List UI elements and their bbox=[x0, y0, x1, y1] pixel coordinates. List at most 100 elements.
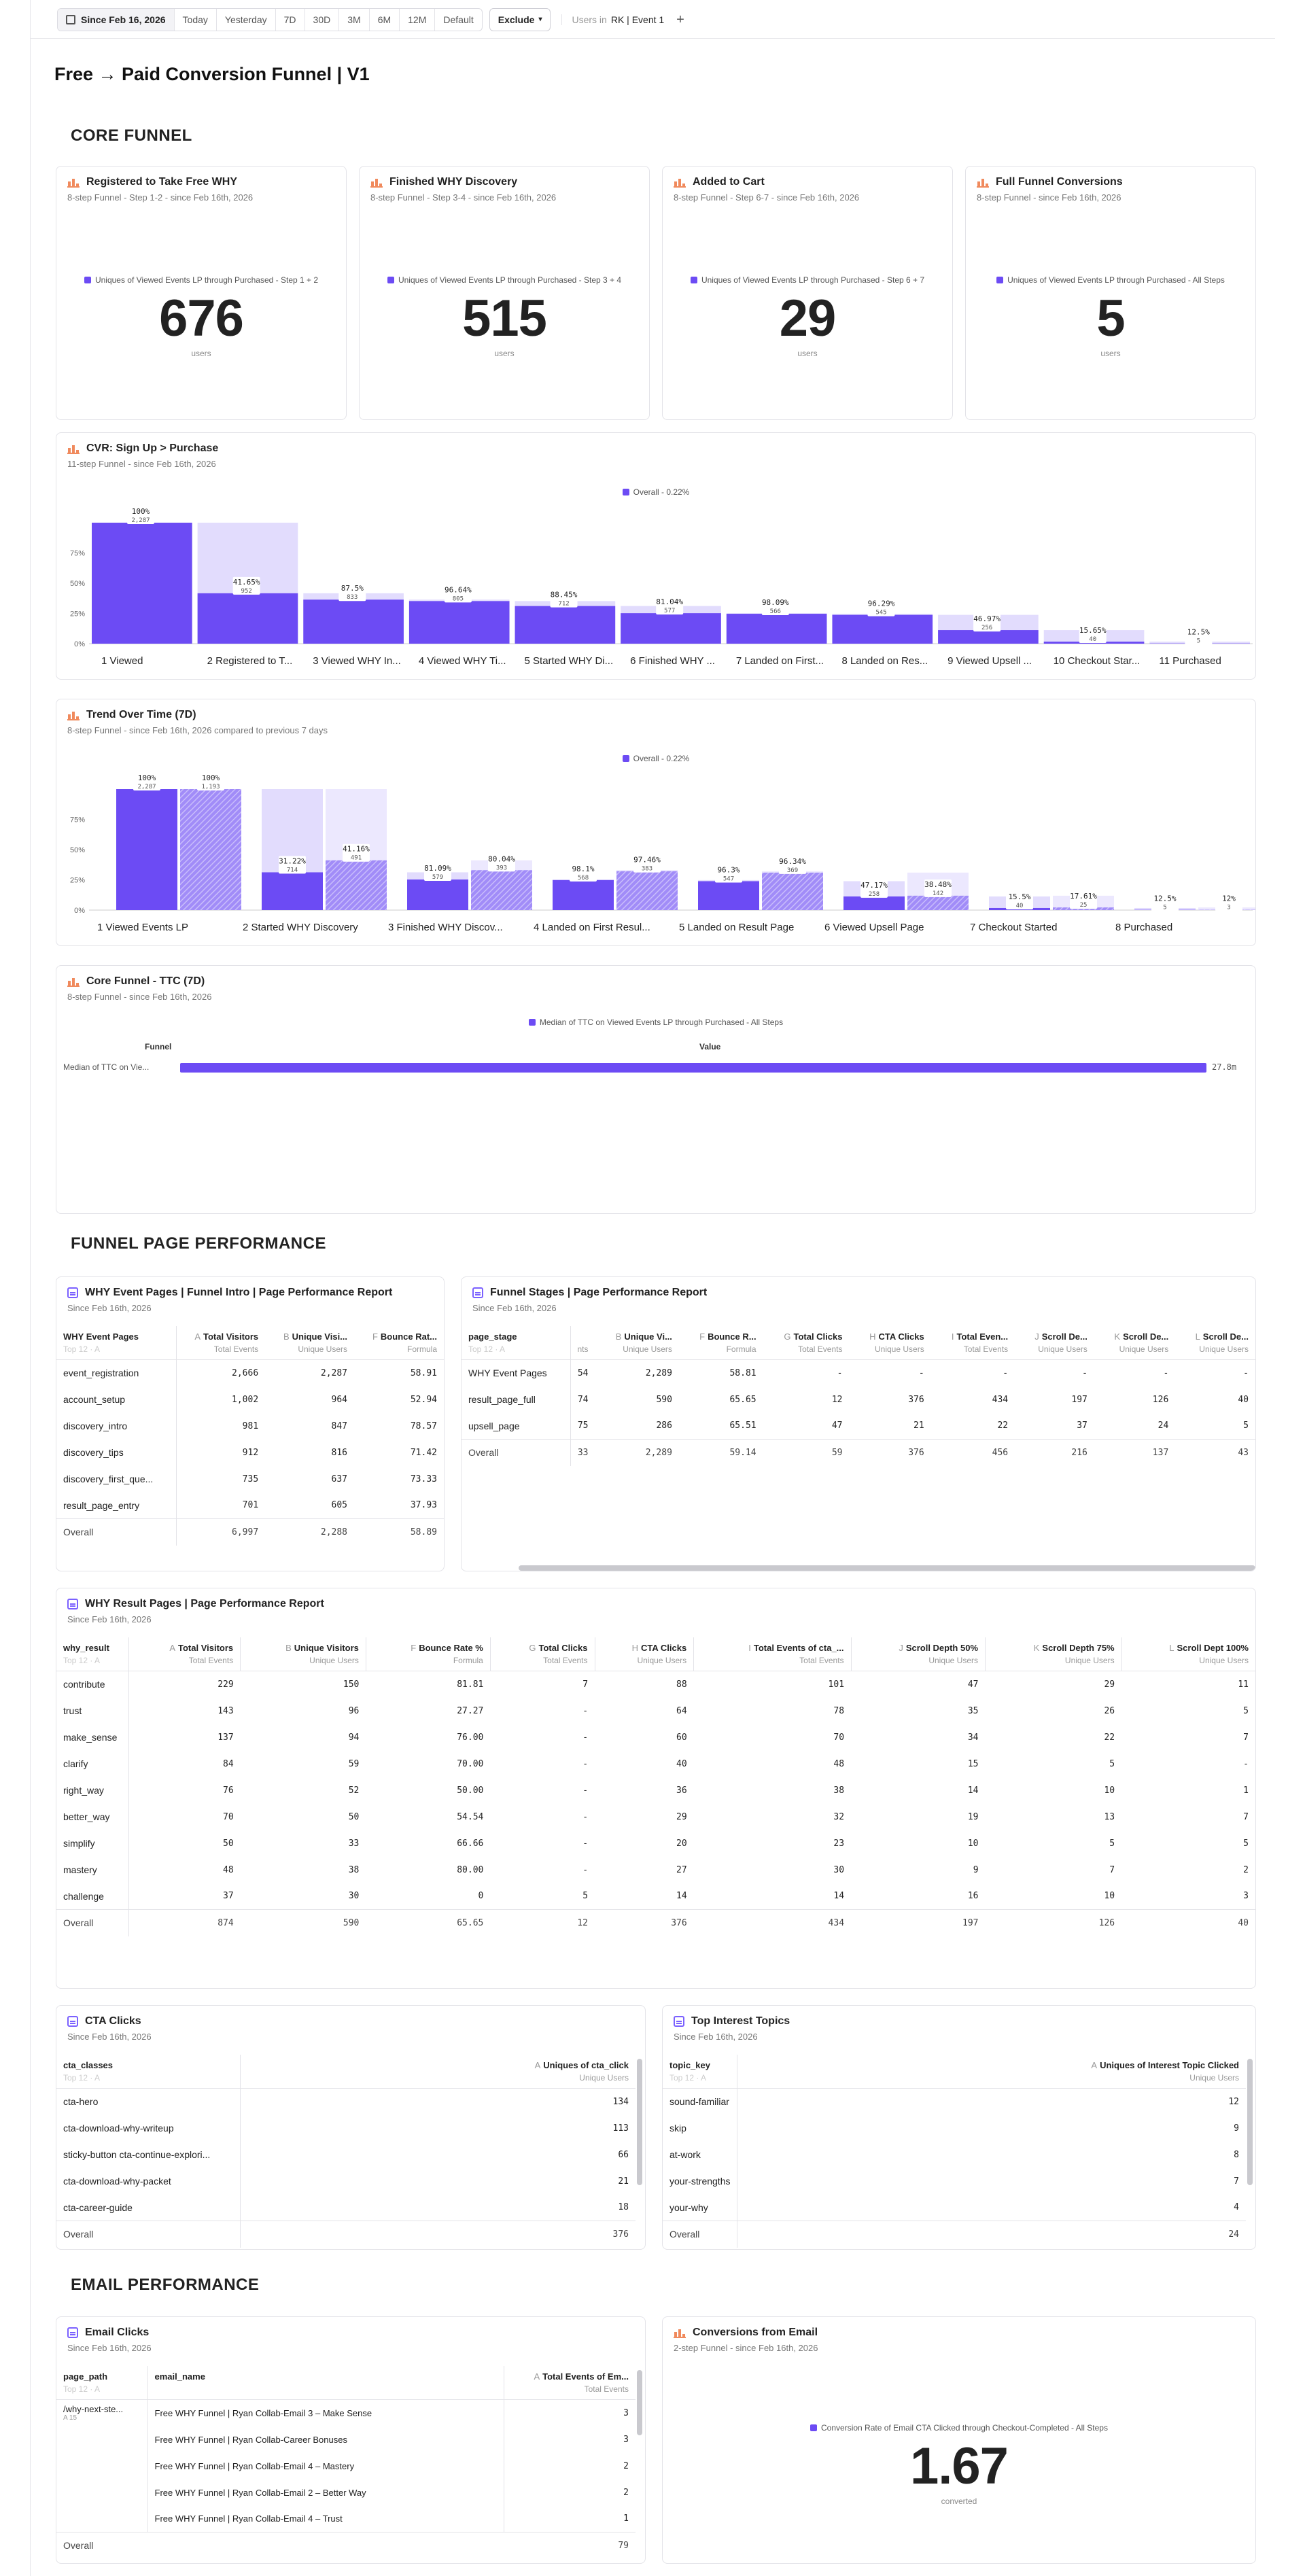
why-result-pages-card[interactable]: WHY Result Pages | Page Performance Repo… bbox=[56, 1588, 1256, 1989]
trend-bar-previous[interactable] bbox=[616, 871, 678, 910]
conversions-from-email-card[interactable]: Conversions from Email 2-step Funnel - si… bbox=[662, 2316, 1256, 2564]
table-row[interactable]: result_page_full 74 590 65.65 12 376 434 197 126… bbox=[462, 1386, 1255, 1413]
table-row[interactable]: discovery_intro 981 847 78.57 bbox=[56, 1412, 444, 1440]
horizontal-scrollbar[interactable] bbox=[519, 1565, 1255, 1571]
table-row[interactable]: account_setup 1,002 964 52.94 bbox=[56, 1386, 444, 1413]
table-row[interactable]: simplify 50 33 66.66 - 20 23 10 5 5 bbox=[56, 1830, 1255, 1857]
funnel-bar[interactable] bbox=[832, 614, 933, 644]
table-row[interactable]: trust 143 96 27.27 - 64 78 35 26 5 bbox=[56, 1697, 1255, 1724]
funnel-bar[interactable] bbox=[938, 630, 1039, 644]
column-header[interactable]: G Total Clicks bbox=[784, 1331, 843, 1342]
kpi-card-full-funnel[interactable]: Full Funnel Conversions 8-step Funnel - s… bbox=[965, 166, 1256, 420]
column-header[interactable]: I Total Even... bbox=[951, 1331, 1009, 1342]
column-header[interactable]: I Total Events of cta_... bbox=[693, 1637, 852, 1654]
trend-bar-current[interactable] bbox=[116, 789, 177, 910]
table-row[interactable]: challenge 37 30 0 5 14 14 16 10 3 bbox=[56, 1883, 1255, 1910]
table-row[interactable]: clarify 84 59 70.00 - 40 48 15 5 - bbox=[56, 1750, 1255, 1777]
range-7d[interactable]: 7D bbox=[276, 9, 305, 31]
column-header[interactable]: why_result bbox=[63, 1643, 109, 1653]
table-row[interactable]: Free WHY Funnel | Ryan Collab-Email 4 – … bbox=[56, 2505, 636, 2533]
table-row[interactable]: better_way 70 50 54.54 - 29 32 19 13 7 bbox=[56, 1803, 1255, 1830]
column-header[interactable]: WHY Event Pages bbox=[63, 1331, 139, 1342]
column-header[interactable]: B Unique Visitors bbox=[240, 1637, 366, 1654]
trend-bar-current[interactable] bbox=[553, 880, 614, 910]
funnel-stages-card[interactable]: Funnel Stages | Page Performance Report S… bbox=[461, 1276, 1256, 1571]
column-header[interactable]: topic_key bbox=[669, 2060, 710, 2070]
kpi-card-finished-discovery[interactable]: Finished WHY Discovery 8-step Funnel - St… bbox=[359, 166, 650, 420]
sort-indicator[interactable]: Top 12 · A bbox=[56, 2383, 147, 2400]
sort-indicator[interactable]: Top 12 · A bbox=[56, 2072, 240, 2089]
column-header[interactable]: A Uniques of Interest Topic Clicked bbox=[737, 2055, 1246, 2072]
column-header[interactable]: H CTA Clicks bbox=[869, 1331, 924, 1342]
add-filter-icon[interactable]: + bbox=[676, 12, 684, 27]
range-3m[interactable]: 3M bbox=[339, 9, 370, 31]
table-row[interactable]: your-why 4 bbox=[663, 2194, 1246, 2221]
trend-bar-current[interactable] bbox=[843, 896, 905, 910]
column-header[interactable]: J Scroll Depth 50% bbox=[850, 1637, 986, 1654]
table-row[interactable]: sound-familiar 12 bbox=[663, 2088, 1246, 2115]
table-row[interactable]: right_way 76 52 50.00 - 36 38 14 10 1 bbox=[56, 1777, 1255, 1804]
table-row[interactable]: event_registration 2,666 2,287 58.91 bbox=[56, 1359, 444, 1387]
table-row[interactable]: discovery_tips 912 816 71.42 bbox=[56, 1439, 444, 1466]
column-header[interactable] bbox=[570, 1326, 595, 1343]
sort-indicator[interactable]: Top 12 · A bbox=[462, 1343, 570, 1360]
sort-indicator[interactable]: Top 12 · A bbox=[56, 1343, 176, 1360]
vertical-scrollbar[interactable] bbox=[637, 2370, 642, 2435]
vertical-scrollbar[interactable] bbox=[637, 2059, 642, 2185]
trend-bar-current[interactable] bbox=[698, 881, 759, 910]
table-row[interactable]: at-work 8 bbox=[663, 2141, 1246, 2168]
table-row[interactable]: make_sense 137 94 76.00 - 60 70 34 22 7 bbox=[56, 1724, 1255, 1751]
column-header[interactable]: B Unique Visi... bbox=[283, 1331, 348, 1342]
sort-indicator[interactable]: Top 12 · A bbox=[663, 2072, 737, 2089]
cvr-funnel-card[interactable]: CVR: Sign Up > Purchase 11-step Funnel - … bbox=[56, 432, 1256, 680]
funnel-bar[interactable] bbox=[408, 601, 510, 644]
column-header[interactable]: A Total Events of Em... bbox=[503, 2366, 636, 2383]
funnel-bar[interactable] bbox=[303, 599, 404, 644]
table-row[interactable]: your-strengths 7 bbox=[663, 2168, 1246, 2195]
column-header[interactable]: H CTA Clicks bbox=[594, 1637, 694, 1654]
trend-bar-previous[interactable] bbox=[907, 895, 969, 910]
table-row[interactable]: mastery 48 38 80.00 - 27 30 9 7 2 bbox=[56, 1856, 1255, 1883]
funnel-bar[interactable] bbox=[515, 606, 616, 644]
column-header[interactable]: B Unique Vi... bbox=[615, 1331, 672, 1342]
sort-indicator[interactable]: Top 12 · A bbox=[56, 1654, 128, 1671]
column-header[interactable]: email_name bbox=[147, 2366, 504, 2383]
range-default[interactable]: Default bbox=[443, 14, 474, 25]
column-header[interactable]: J Scroll De... bbox=[1034, 1331, 1088, 1342]
column-header[interactable]: G Total Clicks bbox=[489, 1637, 595, 1654]
table-row[interactable]: cta-career-guide 18 bbox=[56, 2194, 636, 2221]
kpi-card-registered[interactable]: Registered to Take Free WHY 8-step Funnel… bbox=[56, 166, 347, 420]
table-row[interactable]: cta-download-why-writeup 113 bbox=[56, 2114, 636, 2142]
table-row[interactable]: sticky-button cta-continue-explori... 66 bbox=[56, 2141, 636, 2168]
column-header[interactable]: page_stage bbox=[468, 1331, 517, 1342]
trend-card[interactable]: Trend Over Time (7D) 8-step Funnel - sinc… bbox=[56, 699, 1256, 946]
table-row[interactable]: skip 9 bbox=[663, 2114, 1246, 2142]
trend-bar-current[interactable] bbox=[407, 879, 468, 910]
funnel-bar[interactable] bbox=[92, 523, 192, 644]
funnel-bar[interactable] bbox=[726, 614, 827, 644]
cta-clicks-card[interactable]: CTA Clicks Since Feb 16th, 2026 cta_class… bbox=[56, 2005, 646, 2250]
ttc-bar[interactable] bbox=[180, 1063, 1206, 1073]
trend-bar-previous[interactable] bbox=[326, 860, 387, 910]
range-yesterday[interactable]: Yesterday bbox=[217, 9, 276, 31]
column-header[interactable]: F Bounce Rat... bbox=[372, 1331, 437, 1342]
column-header[interactable]: L Scroll Dept 100% bbox=[1121, 1637, 1255, 1654]
table-row[interactable]: Free WHY Funnel | Ryan Collab-Email 4 – … bbox=[56, 2452, 636, 2479]
range-12m[interactable]: 12M bbox=[400, 9, 436, 31]
range-today[interactable]: Today bbox=[175, 9, 217, 31]
column-header[interactable]: A Uniques of cta_click bbox=[239, 2055, 636, 2072]
table-row[interactable]: upsell_page 75 286 65.51 47 21 22 37 24 5 bbox=[462, 1412, 1255, 1440]
kpi-card-added-to-cart[interactable]: Added to Cart 8-step Funnel - Step 6-7 - … bbox=[662, 166, 953, 420]
column-header[interactable]: F Bounce Rate % bbox=[365, 1637, 491, 1654]
email-clicks-card[interactable]: Email Clicks Since Feb 16th, 2026 page_pa… bbox=[56, 2316, 646, 2564]
trend-bar-current[interactable] bbox=[262, 872, 323, 910]
table-row[interactable]: /why-next-ste... A 15 Free WHY Funnel | Ry… bbox=[56, 2399, 636, 2426]
column-header[interactable]: page_path bbox=[63, 2371, 108, 2382]
why-event-pages-card[interactable]: WHY Event Pages | Funnel Intro | Page Pe… bbox=[56, 1276, 445, 1571]
column-header[interactable]: cta_classes bbox=[63, 2060, 114, 2070]
top-interest-topics-card[interactable]: Top Interest Topics Since Feb 16th, 2026 … bbox=[662, 2005, 1256, 2250]
column-header[interactable]: L Scroll De... bbox=[1195, 1331, 1249, 1342]
column-header[interactable]: F Bounce R... bbox=[699, 1331, 756, 1342]
table-row[interactable]: Free WHY Funnel | Ryan Collab-Email 2 – … bbox=[56, 2479, 636, 2506]
users-filter[interactable]: Users in RK | Event 1 bbox=[561, 14, 664, 25]
